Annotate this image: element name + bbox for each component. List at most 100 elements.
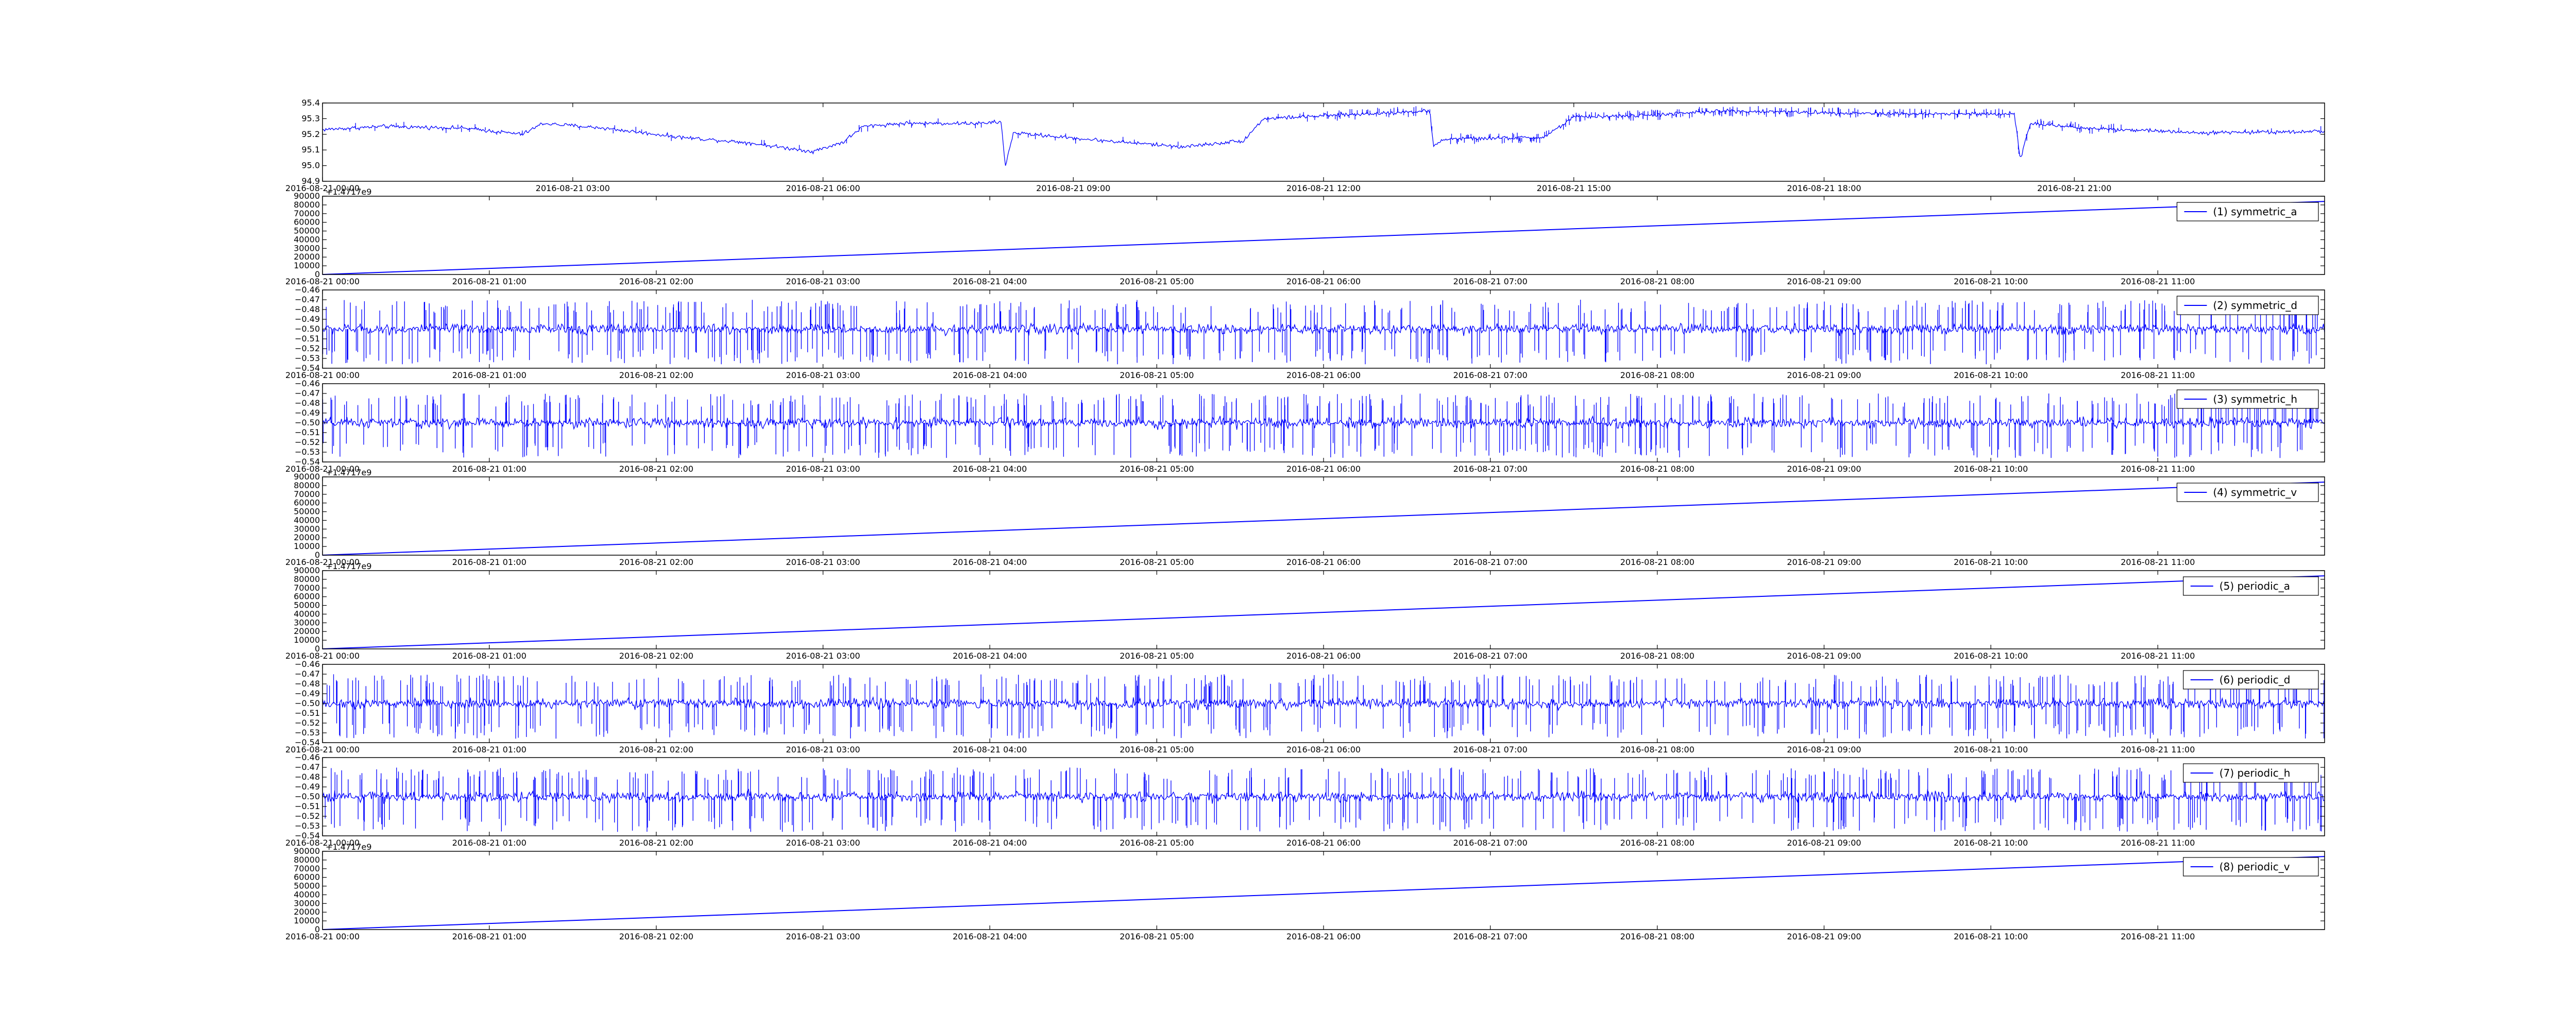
x-tick-label: 2016-08-21 08:00: [1620, 370, 1694, 380]
y-tick-label: 60000: [294, 872, 320, 882]
y-tick-label: 50000: [294, 226, 320, 236]
x-tick-label: 2016-08-21 02:00: [619, 932, 693, 941]
x-tick-label: 2016-08-21 03:00: [786, 651, 860, 661]
x-tick-label: 2016-08-21 01:00: [452, 370, 527, 380]
x-tick-label: 2016-08-21 10:00: [1954, 932, 2028, 941]
x-tick-label: 2016-08-21 04:00: [953, 277, 1027, 286]
x-tick-label: 2016-08-21 06:00: [1286, 464, 1361, 474]
y-tick-label: 20000: [294, 533, 320, 542]
y-tick-label: −0.54: [295, 737, 320, 747]
x-tick-label: 2016-08-21 10:00: [1954, 745, 2028, 754]
x-tick-label: 2016-08-21 07:00: [1453, 557, 1528, 567]
x-tick-label: 2016-08-21 01:00: [452, 932, 527, 941]
series-line-1: [322, 201, 2325, 275]
x-tick-label: 2016-08-21 03:00: [786, 838, 860, 848]
x-tick-label: 2016-08-21 02:00: [619, 277, 693, 286]
x-tick-label: 2016-08-21 11:00: [2121, 745, 2195, 754]
x-tick-label: 2016-08-21 01:00: [452, 745, 527, 754]
legend: (6) periodic_d: [2183, 670, 2319, 690]
x-tick-label: 2016-08-21 00:00: [285, 838, 360, 848]
series-line-8: [322, 856, 2325, 930]
x-tick-label: 2016-08-21 15:00: [1537, 183, 1611, 193]
x-tick-label: 2016-08-21 04:00: [953, 651, 1027, 661]
y-tick-label: 95.3: [301, 113, 320, 123]
x-tick-label: 2016-08-21 10:00: [1954, 370, 2028, 380]
panel-8: 0100002000030000400005000060000700008000…: [285, 842, 2325, 941]
y-tick-label: 95.0: [301, 161, 320, 170]
y-tick-label: −0.47: [295, 388, 320, 398]
x-tick-label: 2016-08-21 09:00: [1787, 838, 1861, 848]
y-tick-label: −0.46: [295, 379, 320, 388]
x-tick-label: 2016-08-21 10:00: [1954, 557, 2028, 567]
legend: (8) periodic_v: [2183, 857, 2319, 877]
panel-5: 0100002000030000400005000060000700008000…: [285, 561, 2325, 661]
y-tick-label: 80000: [294, 480, 320, 490]
y-tick-label: 0: [315, 644, 320, 654]
x-tick-label: 2016-08-21 11:00: [2121, 370, 2195, 380]
y-tick-label: 40000: [294, 234, 320, 244]
y-tick-label: −0.51: [295, 801, 320, 811]
x-tick-label: 2016-08-21 06:00: [786, 183, 860, 193]
x-tick-label: 2016-08-21 09:00: [1787, 745, 1861, 754]
y-tick-label: −0.49: [295, 314, 320, 324]
x-tick-label: 2016-08-21 21:00: [2037, 183, 2111, 193]
x-tick-label: 2016-08-21 08:00: [1620, 464, 1694, 474]
x-tick-label: 2016-08-21 06:00: [1286, 651, 1361, 661]
axes-frame: [322, 196, 2325, 275]
x-tick-label: 2016-08-21 03:00: [786, 277, 860, 286]
y-tick-label: 90000: [294, 472, 320, 482]
y-tick-label: −0.46: [295, 659, 320, 669]
y-tick-label: −0.47: [295, 669, 320, 679]
x-tick-label: 2016-08-21 07:00: [1453, 277, 1528, 286]
x-tick-label: 2016-08-21 06:00: [1286, 370, 1361, 380]
y-offset-label: +1.4717e9: [326, 187, 371, 197]
x-tick-label: 2016-08-21 11:00: [2121, 557, 2195, 567]
legend-label: (3) symmetric_h: [2213, 393, 2298, 405]
x-tick-label: 2016-08-21 05:00: [1120, 277, 1194, 286]
y-tick-label: −0.53: [295, 353, 320, 363]
y-tick-label: 20000: [294, 252, 320, 262]
x-tick-label: 2016-08-21 08:00: [1620, 651, 1694, 661]
y-tick-label: 50000: [294, 600, 320, 610]
x-tick-label: 2016-08-21 02:00: [619, 745, 693, 754]
x-tick-label: 2016-08-21 09:00: [1787, 651, 1861, 661]
legend-label: (2) symmetric_d: [2213, 299, 2298, 312]
x-tick-label: 2016-08-21 06:00: [1286, 557, 1361, 567]
series-line-0: [322, 106, 2325, 166]
x-tick-label: 2016-08-21 01:00: [452, 651, 527, 661]
panel-1: 0100002000030000400005000060000700008000…: [285, 187, 2325, 286]
y-tick-label: −0.52: [295, 344, 320, 353]
y-offset-label: +1.4717e9: [326, 468, 371, 477]
y-tick-label: 70000: [294, 864, 320, 873]
y-tick-label: −0.50: [295, 792, 320, 801]
x-tick-label: 2016-08-21 08:00: [1620, 745, 1694, 754]
axes-frame: [322, 851, 2325, 930]
x-tick-label: 2016-08-21 11:00: [2121, 277, 2195, 286]
series-line-2: [322, 300, 2325, 365]
y-tick-label: 80000: [294, 200, 320, 210]
x-tick-label: 2016-08-21 04:00: [953, 838, 1027, 848]
x-tick-label: 2016-08-21 03:00: [786, 557, 860, 567]
x-tick-label: 2016-08-21 09:00: [1787, 932, 1861, 941]
y-tick-label: −0.50: [295, 324, 320, 334]
panel-0: 94.9 95.0 95.1 95.2 95.3 95.4 2016-08-21 00:00…: [285, 98, 2325, 193]
legend: (3) symmetric_h: [2176, 389, 2319, 409]
y-tick-label: 80000: [294, 855, 320, 865]
y-tick-label: 50000: [294, 507, 320, 517]
x-tick-label: 2016-08-21 04:00: [953, 370, 1027, 380]
y-tick-label: −0.50: [295, 698, 320, 708]
series-line-3: [322, 393, 2325, 458]
panel-4: 0100002000030000400005000060000700008000…: [285, 468, 2325, 567]
y-tick-label: 90000: [294, 565, 320, 575]
x-tick-label: 2016-08-21 02:00: [619, 370, 693, 380]
y-tick-label: 90000: [294, 191, 320, 201]
y-tick-label: 30000: [294, 243, 320, 253]
y-tick-label: −0.49: [295, 408, 320, 418]
y-tick-label: −0.53: [295, 728, 320, 737]
x-tick-label: 2016-08-21 05:00: [1120, 370, 1194, 380]
x-tick-label: 2016-08-21 12:00: [1286, 183, 1361, 193]
y-tick-label: 50000: [294, 881, 320, 891]
x-tick-label: 2016-08-21 01:00: [452, 557, 527, 567]
x-tick-label: 2016-08-21 11:00: [2121, 838, 2195, 848]
